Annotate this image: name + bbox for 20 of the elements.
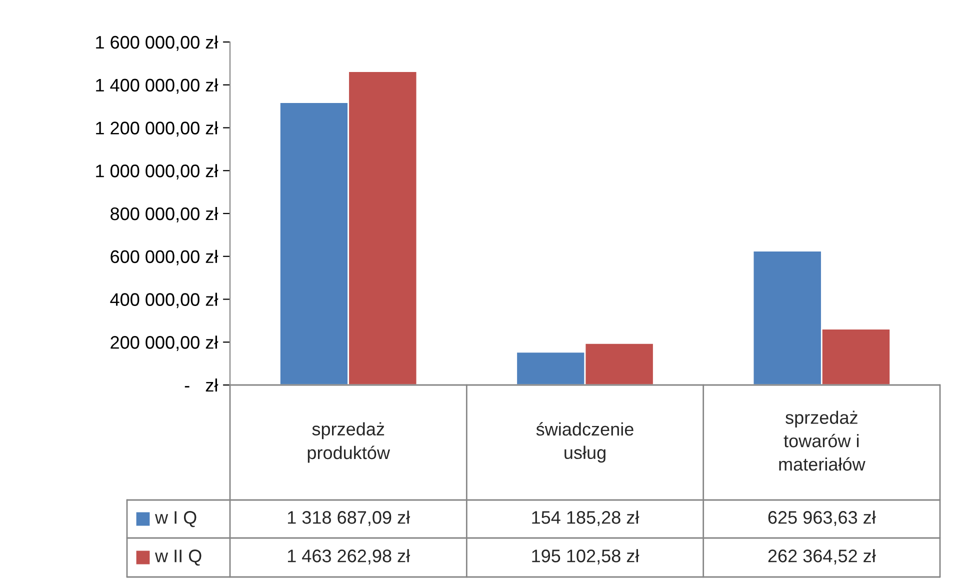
y-tick-label: 1 000 000,00 zł <box>96 164 218 180</box>
y-tick-label: 1 400 000,00 zł <box>96 78 218 94</box>
data-label: 262 364,52 zł <box>768 549 876 564</box>
x-tick-label: sprzedaż towarów i materiałów <box>779 410 866 471</box>
legend-label: w I Q <box>154 511 196 528</box>
y-tick-label: 800 000,00 zł <box>110 206 218 222</box>
y-tick-label: - zł <box>184 378 218 392</box>
y-tick-label: 200 000,00 zł <box>110 336 218 351</box>
y-tick-label: 400 000,00 zł <box>110 292 218 308</box>
x-tick-label: świadczenie usług <box>536 422 634 463</box>
legend-label: w II Q <box>154 550 202 566</box>
data-label: 195 102,58 zł <box>532 549 640 564</box>
data-label: 154 185,28 zł <box>532 510 640 526</box>
y-tick-label: 600 000,00 zł <box>110 250 218 266</box>
data-label: 625 963,63 zł <box>768 510 876 526</box>
data-label: 1 463 262,98 zł <box>288 549 410 564</box>
y-tick-label: 1 600 000,00 zł <box>96 35 218 51</box>
y-tick-label: 1 200 000,00 zł <box>96 121 218 137</box>
data-label: 1 318 687,09 zł <box>288 510 410 526</box>
x-tick-label: sprzedaż produktów <box>308 422 390 463</box>
